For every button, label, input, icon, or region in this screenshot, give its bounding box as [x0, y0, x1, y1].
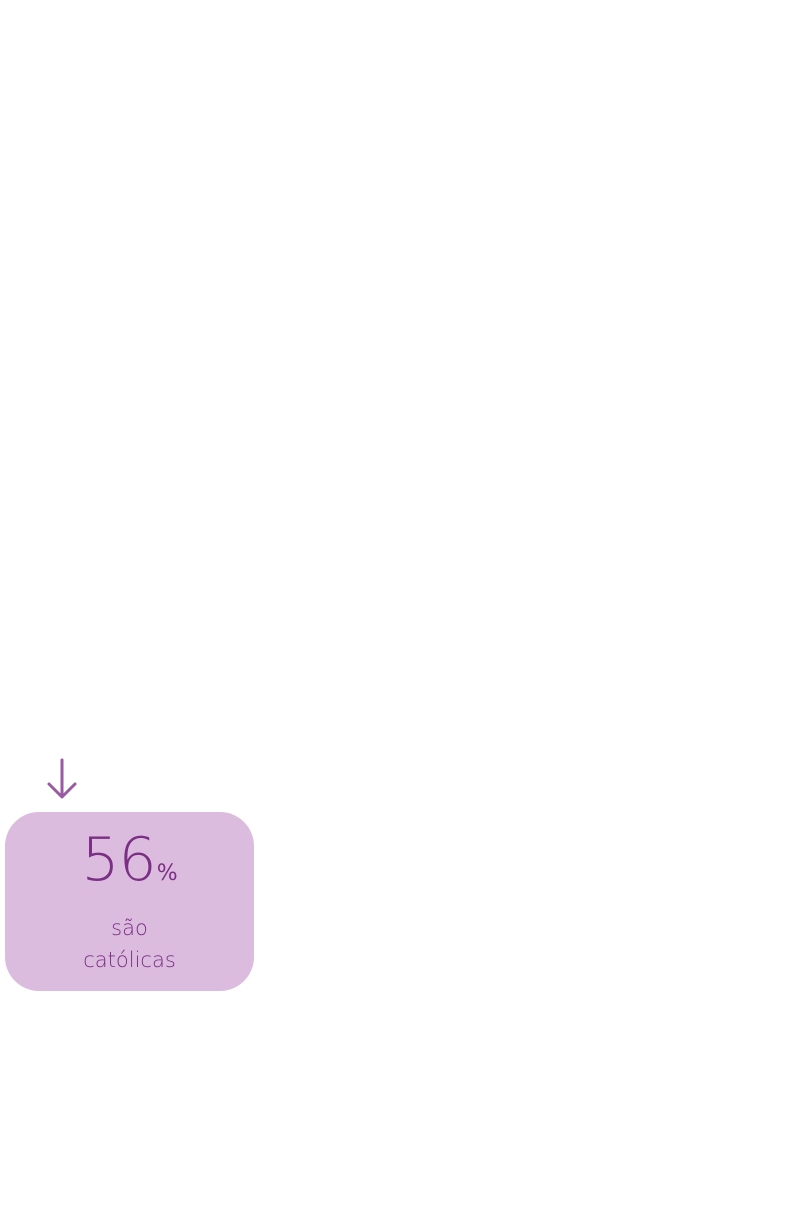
stat-card: 56% são católicas — [5, 812, 254, 991]
arrow-down-icon — [44, 758, 80, 802]
stat-unit: % — [156, 861, 178, 886]
stat-caption: são católicas — [5, 912, 254, 976]
stat-value: 56 — [81, 825, 156, 895]
stat-caption-line-2: católicas — [83, 948, 176, 972]
stat-figure: 56% — [5, 830, 254, 890]
stat-caption-line-1: são — [111, 916, 148, 940]
